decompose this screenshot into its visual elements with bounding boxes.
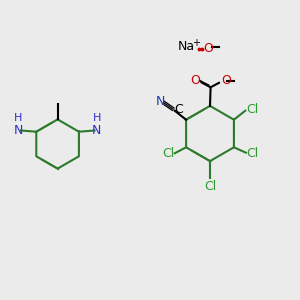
Text: Cl: Cl — [247, 147, 259, 160]
Text: Na: Na — [178, 40, 195, 53]
Text: N: N — [14, 124, 23, 137]
Text: O: O — [204, 41, 214, 55]
Text: +: + — [192, 38, 200, 48]
Text: Cl: Cl — [246, 103, 258, 116]
Text: O: O — [191, 74, 200, 87]
Text: H: H — [93, 113, 101, 123]
Text: N: N — [155, 95, 165, 109]
Text: C: C — [174, 103, 183, 116]
Text: N: N — [92, 124, 102, 137]
Text: H: H — [14, 113, 22, 123]
Text: Cl: Cl — [162, 147, 174, 161]
Text: Cl: Cl — [204, 180, 216, 193]
Text: O: O — [221, 74, 231, 87]
